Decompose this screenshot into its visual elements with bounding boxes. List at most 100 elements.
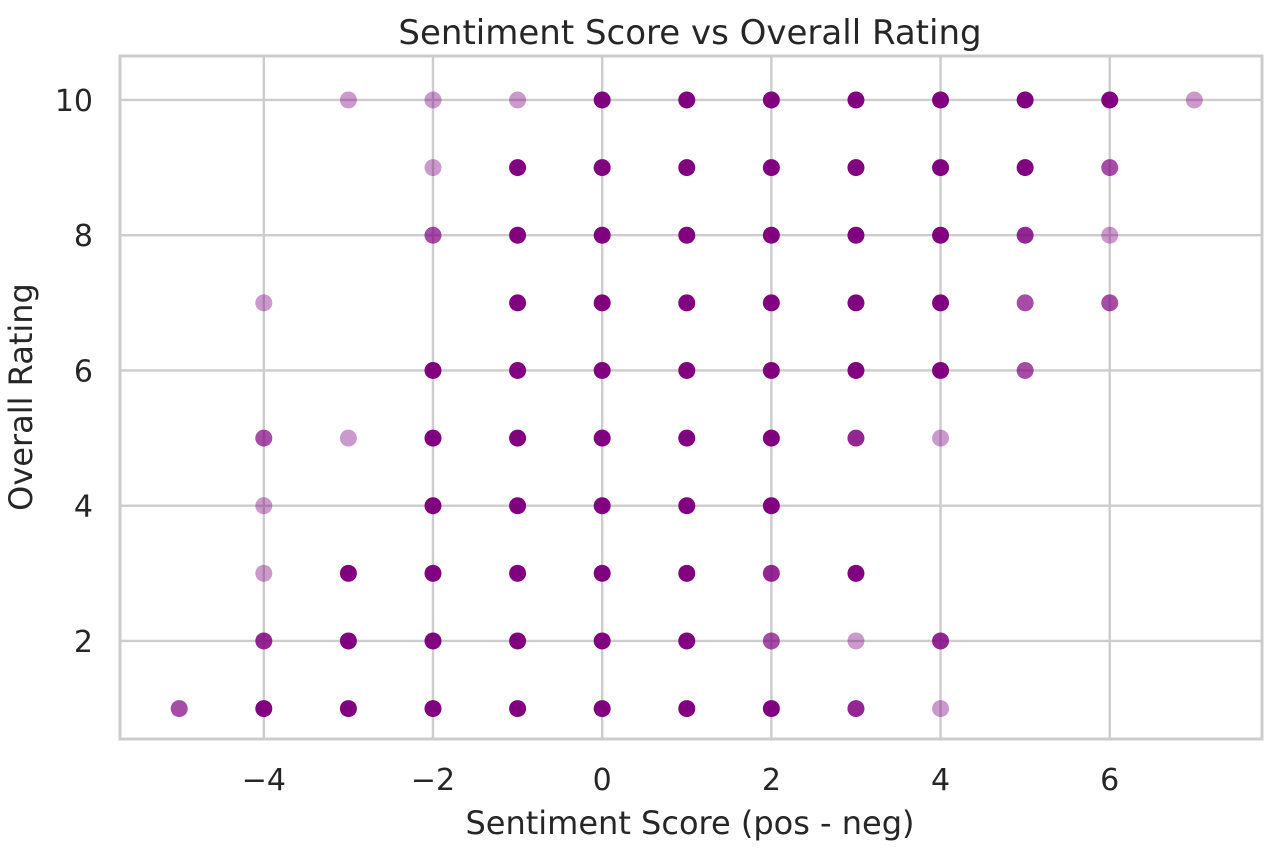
data-point <box>932 429 950 447</box>
data-point <box>339 429 357 447</box>
data-point <box>762 159 780 177</box>
data-point <box>762 91 780 109</box>
data-point <box>1101 91 1119 109</box>
data-point <box>847 294 865 312</box>
x-tick-label: 2 <box>762 763 781 798</box>
data-point <box>339 91 357 109</box>
data-point <box>255 294 273 312</box>
data-point <box>1016 91 1034 109</box>
data-point <box>678 700 696 718</box>
data-point <box>678 497 696 515</box>
data-point <box>678 429 696 447</box>
data-point <box>1016 361 1034 379</box>
data-point <box>255 632 273 650</box>
data-point <box>762 226 780 244</box>
chart-title: Sentiment Score vs Overall Rating <box>398 13 981 53</box>
data-point <box>424 700 442 718</box>
data-point <box>678 294 696 312</box>
y-tick-label: 6 <box>74 354 93 389</box>
y-tick-label: 2 <box>74 625 93 660</box>
data-point <box>255 497 273 515</box>
data-point <box>932 700 950 718</box>
data-point <box>932 159 950 177</box>
data-points <box>170 91 1203 718</box>
data-point <box>339 564 357 582</box>
data-point <box>762 497 780 515</box>
data-point <box>424 497 442 515</box>
data-point <box>339 632 357 650</box>
x-tick-label: −2 <box>411 763 455 798</box>
data-point <box>932 632 950 650</box>
data-point <box>847 159 865 177</box>
y-tick-label: 4 <box>74 490 93 525</box>
x-tick-label: 6 <box>1100 763 1119 798</box>
data-point <box>678 226 696 244</box>
data-point <box>255 700 273 718</box>
data-point <box>678 91 696 109</box>
data-point <box>255 429 273 447</box>
plot-area-frame <box>118 54 1264 741</box>
data-point <box>509 294 527 312</box>
data-point <box>762 294 780 312</box>
data-point <box>678 632 696 650</box>
x-tick-label: −4 <box>242 763 286 798</box>
data-point <box>932 361 950 379</box>
data-point <box>424 226 442 244</box>
data-point <box>762 700 780 718</box>
data-point <box>762 429 780 447</box>
data-point <box>762 564 780 582</box>
data-point <box>255 564 273 582</box>
data-point <box>509 700 527 718</box>
data-point <box>678 159 696 177</box>
data-point <box>762 361 780 379</box>
data-point <box>932 91 950 109</box>
data-point <box>847 226 865 244</box>
data-point <box>678 564 696 582</box>
data-point <box>593 429 611 447</box>
data-point <box>678 361 696 379</box>
data-point <box>509 361 527 379</box>
data-point <box>1101 226 1119 244</box>
data-point <box>509 226 527 244</box>
data-point <box>1101 159 1119 177</box>
data-point <box>593 91 611 109</box>
data-point <box>424 91 442 109</box>
data-point <box>424 564 442 582</box>
data-point <box>509 632 527 650</box>
data-point <box>424 429 442 447</box>
data-point <box>593 159 611 177</box>
data-point <box>932 294 950 312</box>
x-tick-label: 4 <box>931 763 950 798</box>
data-point <box>932 226 950 244</box>
data-point <box>593 226 611 244</box>
data-point <box>339 700 357 718</box>
data-point <box>1101 294 1119 312</box>
data-point <box>1016 226 1034 244</box>
x-tick-label: 0 <box>593 763 612 798</box>
data-point <box>593 497 611 515</box>
data-point <box>847 632 865 650</box>
data-point <box>424 159 442 177</box>
data-point <box>1016 294 1034 312</box>
data-point <box>509 564 527 582</box>
data-point <box>593 564 611 582</box>
data-point <box>847 91 865 109</box>
data-point <box>593 294 611 312</box>
data-point <box>170 700 188 718</box>
data-point <box>509 497 527 515</box>
data-point <box>1016 159 1034 177</box>
data-point <box>509 429 527 447</box>
y-axis-label: Overall Rating <box>2 283 40 511</box>
y-tick-label: 10 <box>55 84 93 119</box>
data-point <box>509 91 527 109</box>
y-tick-labels: 2 4 6 8 10 <box>55 84 93 660</box>
data-point <box>847 361 865 379</box>
data-point <box>1185 91 1203 109</box>
data-point <box>593 361 611 379</box>
data-point <box>847 564 865 582</box>
data-point <box>762 632 780 650</box>
data-point <box>509 159 527 177</box>
data-point <box>424 361 442 379</box>
data-point <box>424 632 442 650</box>
